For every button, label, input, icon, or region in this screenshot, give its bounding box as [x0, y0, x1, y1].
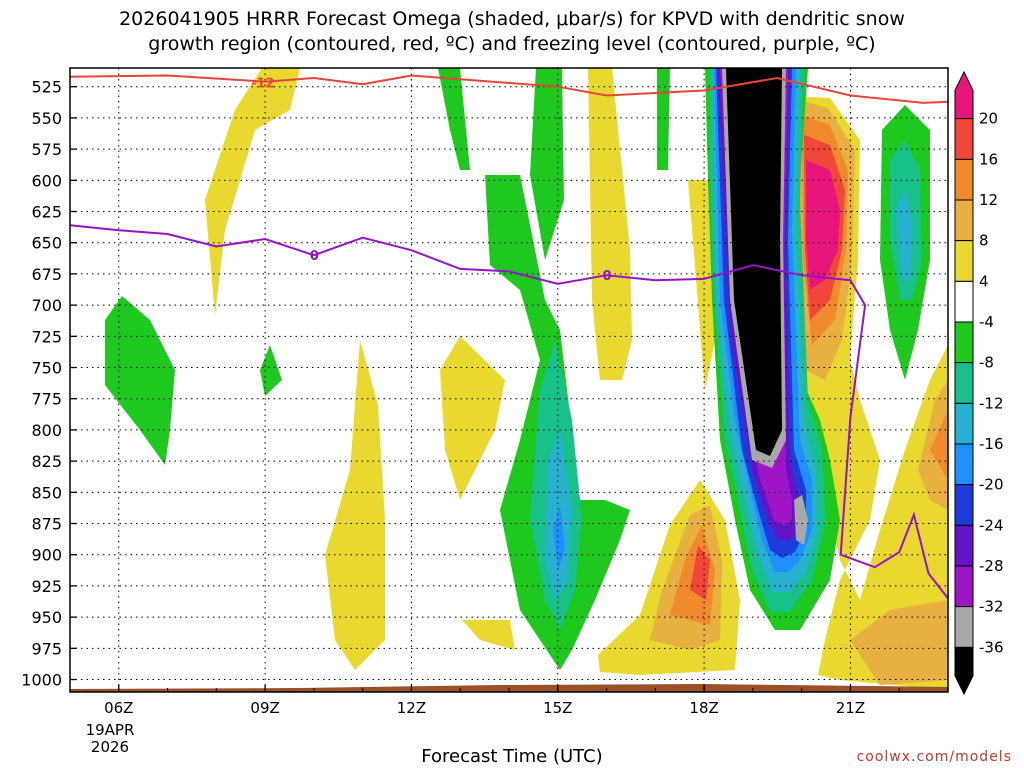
colorbar-segment	[954, 362, 974, 404]
colorbar-label: -24	[979, 516, 1004, 534]
y-tick-label: 750	[31, 359, 62, 378]
y-tick-label: 650	[31, 234, 62, 253]
y-tick-label: 875	[31, 515, 62, 534]
colorbar-segment	[954, 646, 974, 696]
colorbar-label: -16	[979, 435, 1004, 453]
colorbar-segment	[954, 70, 974, 120]
omega-pos-region-16z	[588, 68, 632, 380]
freezing-level-label: 0	[603, 269, 612, 284]
colorbar-label: 12	[979, 191, 998, 209]
omega-pos-region-11z	[325, 340, 385, 670]
colorbar-segment	[954, 524, 974, 567]
x-axis-title: Forecast Time (UTC)	[421, 746, 603, 767]
colorbar-segment	[954, 606, 974, 648]
dendritic-growth-contour	[69, 74, 949, 104]
x-tick-label: 12Z	[397, 699, 426, 717]
y-tick-label: 825	[31, 452, 62, 471]
omega-neg-20-15z	[553, 505, 565, 570]
colorbar-segment	[954, 321, 974, 364]
colorbar-segment	[954, 280, 974, 323]
y-tick-label: 525	[31, 78, 62, 97]
chart-title-line-1: 2026041905 HRRR Forecast Omega (shaded, …	[119, 8, 905, 30]
colorbar-segment	[954, 565, 974, 608]
gridlines	[70, 68, 948, 692]
freezing-level-contour	[69, 224, 949, 600]
colorbar-label: 16	[979, 150, 998, 168]
colorbar-segment	[954, 199, 974, 242]
omega-pos-12-23z	[930, 410, 948, 480]
omega-neg-region-12z-upper	[438, 68, 470, 170]
omega-pos-8-22z	[850, 600, 948, 685]
y-tick-label: 950	[31, 608, 62, 627]
y-tick-label: 700	[31, 296, 62, 315]
y-tick-label: 900	[31, 546, 62, 565]
y-tick-label: 925	[31, 577, 62, 596]
y-tick-label: 800	[31, 421, 62, 440]
y-axis: 525 550 575 600 625 650 675 700 725 750 775 800 825 8…	[21, 78, 77, 690]
y-tick-label: 600	[31, 171, 62, 190]
colorbar-label: -36	[979, 638, 1004, 656]
date-label-year: 2026	[90, 738, 130, 756]
colorbar-segment	[954, 118, 974, 160]
x-tick-label: 18Z	[689, 699, 718, 717]
colorbar-label: -4	[979, 313, 994, 331]
colorbar-segment	[954, 402, 974, 445]
y-tick-label: 575	[31, 140, 62, 159]
dendritic-growth-label: -12	[251, 77, 275, 92]
colorbar-label: 8	[979, 232, 989, 250]
colorbar-label: -12	[979, 394, 1004, 412]
y-tick-label: 850	[31, 483, 62, 502]
omega-neg-region-17z-upper	[657, 68, 670, 170]
colorbar-segment	[954, 158, 974, 201]
x-axis: 06Z 09Z 12Z 15Z 18Z 21Z	[69, 685, 949, 717]
omega-pos-region-13z	[440, 336, 505, 500]
date-label-day: 19APR	[85, 721, 135, 739]
y-tick-label: 1000	[21, 671, 62, 690]
y-tick-label: 675	[31, 265, 62, 284]
chart-title-line-2: growth region (contoured, red, ºC) and f…	[148, 33, 876, 55]
omega-pos-region-07z	[205, 68, 300, 315]
colorbar-label: -32	[979, 598, 1004, 616]
omega-neg-region-06z	[105, 296, 175, 465]
colorbar-segment	[954, 484, 974, 526]
x-tick-label: 21Z	[836, 699, 865, 717]
omega-neg-region-09z	[260, 345, 282, 396]
colorbar-label: 4	[979, 272, 989, 290]
y-tick-label: 725	[31, 327, 62, 346]
plot-area	[70, 68, 948, 692]
x-tick-label: 09Z	[250, 699, 279, 717]
colorbar-segment	[954, 240, 974, 282]
omega-neg-36-max-19z	[726, 68, 782, 456]
freezing-level-label: 0	[310, 249, 319, 264]
y-tick-label: 550	[31, 109, 62, 128]
omega-pos-12-18z	[670, 525, 715, 625]
omega-pos-20-20z	[806, 160, 840, 290]
omega-pos-region-14z-low	[462, 620, 515, 650]
y-tick-label: 625	[31, 203, 62, 222]
x-tick-label: 06Z	[104, 699, 133, 717]
colorbar-label: -20	[979, 476, 1004, 494]
watermark: coolwx.com/models	[856, 749, 1012, 765]
omega-pos-16-18z	[690, 545, 710, 600]
omega-pos-region-18z-upper	[688, 180, 715, 390]
colorbar-label: -28	[979, 557, 1004, 575]
colorbar-label: -8	[979, 354, 994, 372]
omega-neg-32-grey-20z	[794, 495, 808, 545]
colorbar-label: 20	[979, 110, 998, 128]
colorbar: 20 16 12 8 4 -4 -8 -12 -16 -20 -24 -28 -32 -36	[954, 70, 1004, 696]
omega-neg-16-22z	[896, 190, 914, 280]
colorbar-segment	[954, 443, 974, 486]
y-tick-label: 775	[31, 390, 62, 409]
y-tick-label: 975	[31, 639, 62, 658]
x-tick-label: 15Z	[543, 699, 572, 717]
